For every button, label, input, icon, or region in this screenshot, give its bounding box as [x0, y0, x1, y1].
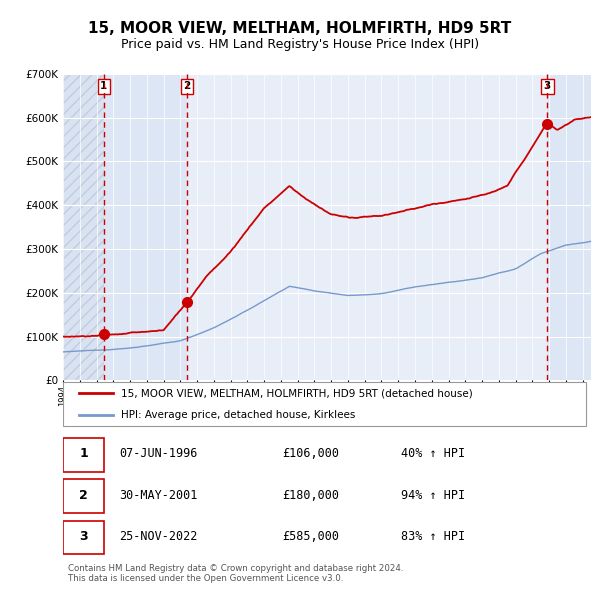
Text: 25-NOV-2022: 25-NOV-2022 — [119, 530, 197, 543]
Text: 1: 1 — [79, 447, 88, 460]
Text: 83% ↑ HPI: 83% ↑ HPI — [401, 530, 464, 543]
Bar — [187, 74, 547, 381]
Text: 2: 2 — [184, 81, 191, 91]
FancyBboxPatch shape — [63, 479, 104, 513]
Text: £180,000: £180,000 — [283, 489, 340, 502]
Text: HPI: Average price, detached house, Kirklees: HPI: Average price, detached house, Kirk… — [121, 410, 355, 420]
Text: 40% ↑ HPI: 40% ↑ HPI — [401, 447, 464, 460]
Text: 2: 2 — [79, 489, 88, 502]
Text: 1: 1 — [100, 81, 107, 91]
Text: 3: 3 — [544, 81, 551, 91]
Text: 94% ↑ HPI: 94% ↑ HPI — [401, 489, 464, 502]
Text: 30-MAY-2001: 30-MAY-2001 — [119, 489, 197, 502]
Bar — [104, 74, 187, 381]
Text: Price paid vs. HM Land Registry's House Price Index (HPI): Price paid vs. HM Land Registry's House … — [121, 38, 479, 51]
Bar — [63, 74, 104, 381]
FancyBboxPatch shape — [63, 438, 104, 471]
Bar — [547, 74, 591, 381]
Text: 15, MOOR VIEW, MELTHAM, HOLMFIRTH, HD9 5RT (detached house): 15, MOOR VIEW, MELTHAM, HOLMFIRTH, HD9 5… — [121, 388, 473, 398]
Text: 3: 3 — [79, 530, 88, 543]
FancyBboxPatch shape — [63, 382, 586, 427]
Text: This data is licensed under the Open Government Licence v3.0.: This data is licensed under the Open Gov… — [68, 574, 344, 584]
Text: Contains HM Land Registry data © Crown copyright and database right 2024.: Contains HM Land Registry data © Crown c… — [68, 563, 404, 573]
Text: 15, MOOR VIEW, MELTHAM, HOLMFIRTH, HD9 5RT: 15, MOOR VIEW, MELTHAM, HOLMFIRTH, HD9 5… — [88, 21, 512, 35]
Text: 07-JUN-1996: 07-JUN-1996 — [119, 447, 197, 460]
FancyBboxPatch shape — [63, 520, 104, 555]
Text: £585,000: £585,000 — [283, 530, 340, 543]
Text: £106,000: £106,000 — [283, 447, 340, 460]
